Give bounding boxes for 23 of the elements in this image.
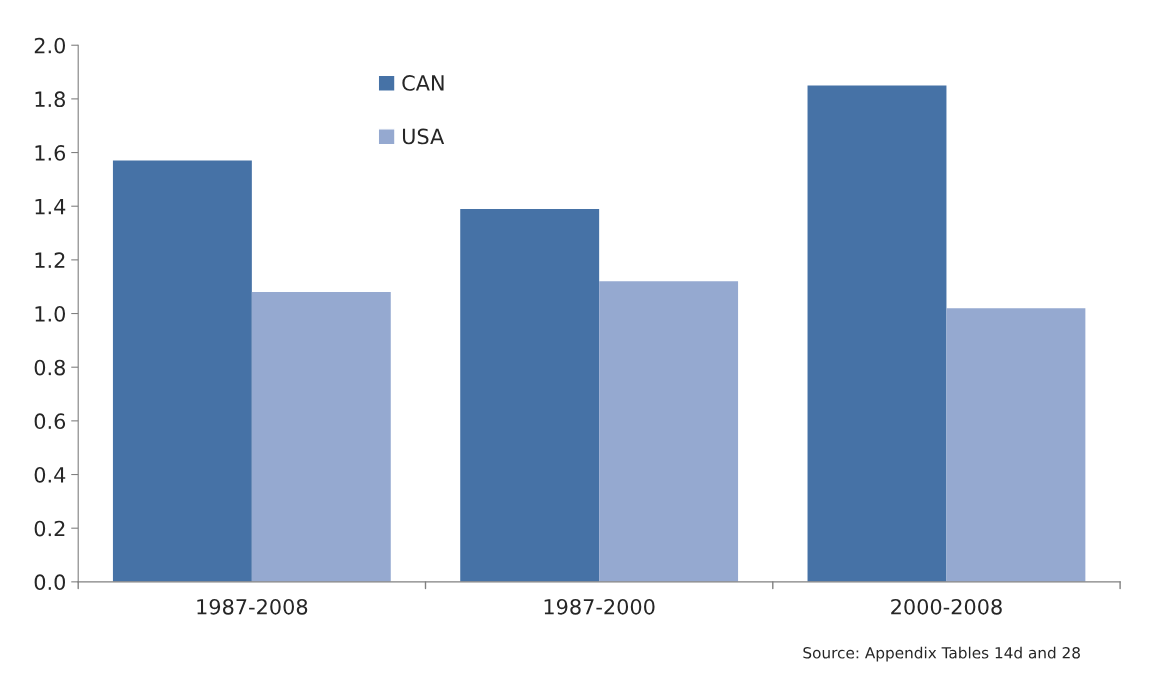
y-tick-label: 1.4 bbox=[35, 198, 66, 215]
y-tick-label: 0.4 bbox=[34, 466, 66, 483]
bar bbox=[460, 208, 600, 582]
bar bbox=[251, 292, 391, 582]
source-note: Source: Appendix Tables 14d and 28 bbox=[803, 646, 1080, 662]
bar bbox=[599, 281, 739, 582]
y-tick-label: 0.2 bbox=[34, 520, 65, 537]
y-tick-label: 1.2 bbox=[35, 252, 65, 268]
y-tick-label: 1.6 bbox=[35, 145, 66, 161]
x-tick-label: 2000-2008 bbox=[891, 598, 1002, 615]
x-tick-label: 1987-2000 bbox=[544, 598, 655, 615]
bar bbox=[946, 308, 1086, 582]
y-tick-label: 0.0 bbox=[34, 574, 66, 591]
bar bbox=[807, 85, 947, 582]
y-tick-label: 2.0 bbox=[34, 37, 66, 54]
y-tick-label: 0.6 bbox=[34, 413, 66, 430]
legend-label: CAN bbox=[402, 75, 444, 91]
bar bbox=[112, 160, 252, 582]
y-tick-label: 1.8 bbox=[35, 91, 65, 108]
y-tick-label: 0.8 bbox=[34, 359, 65, 376]
x-tick-label: 1987-2008 bbox=[197, 598, 308, 615]
y-tick-label: 1.0 bbox=[35, 305, 66, 322]
legend-label: USA bbox=[402, 128, 445, 145]
